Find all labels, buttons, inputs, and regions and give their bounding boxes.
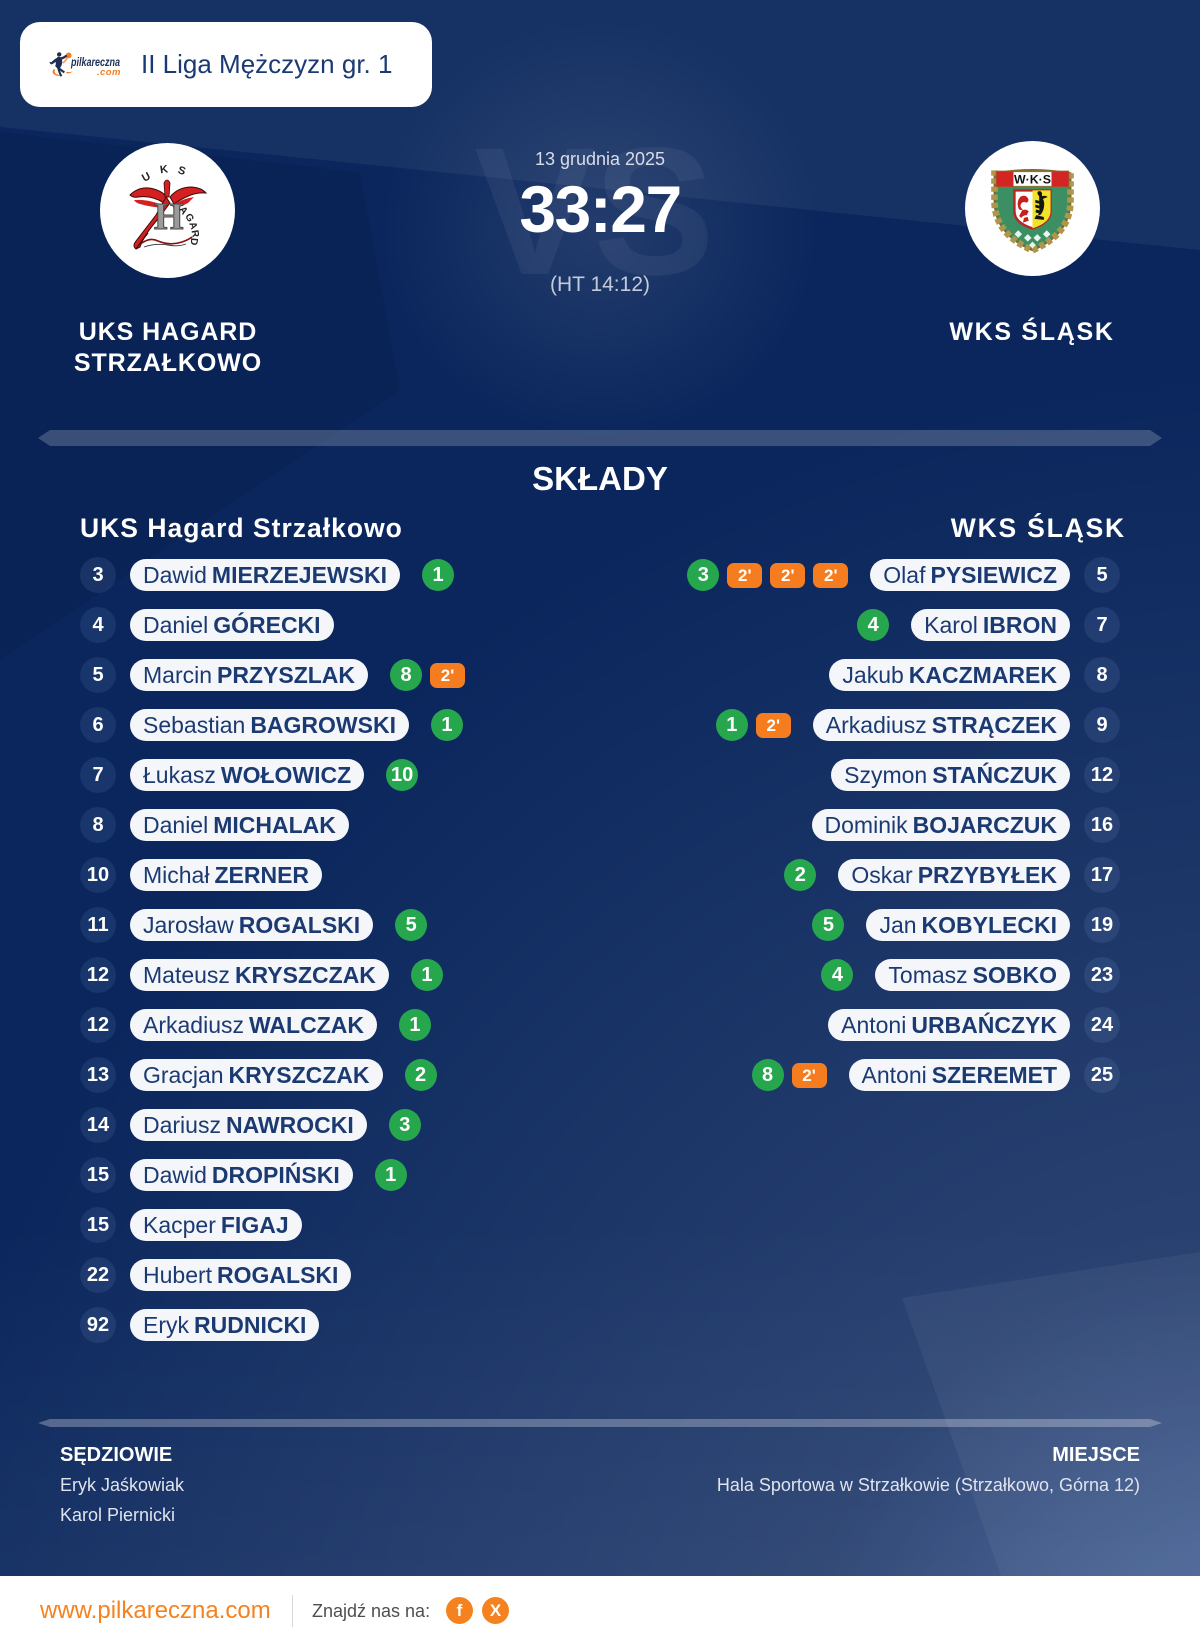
- svg-text:R: R: [189, 229, 201, 239]
- svg-text:A: A: [186, 220, 199, 231]
- svg-text:S: S: [176, 164, 187, 178]
- svg-text:W·K·S: W·K·S: [1014, 173, 1051, 187]
- svg-text:U: U: [140, 170, 153, 184]
- svg-text:K: K: [159, 163, 169, 176]
- svg-text:D: D: [188, 237, 200, 245]
- svg-text:H: H: [154, 196, 184, 238]
